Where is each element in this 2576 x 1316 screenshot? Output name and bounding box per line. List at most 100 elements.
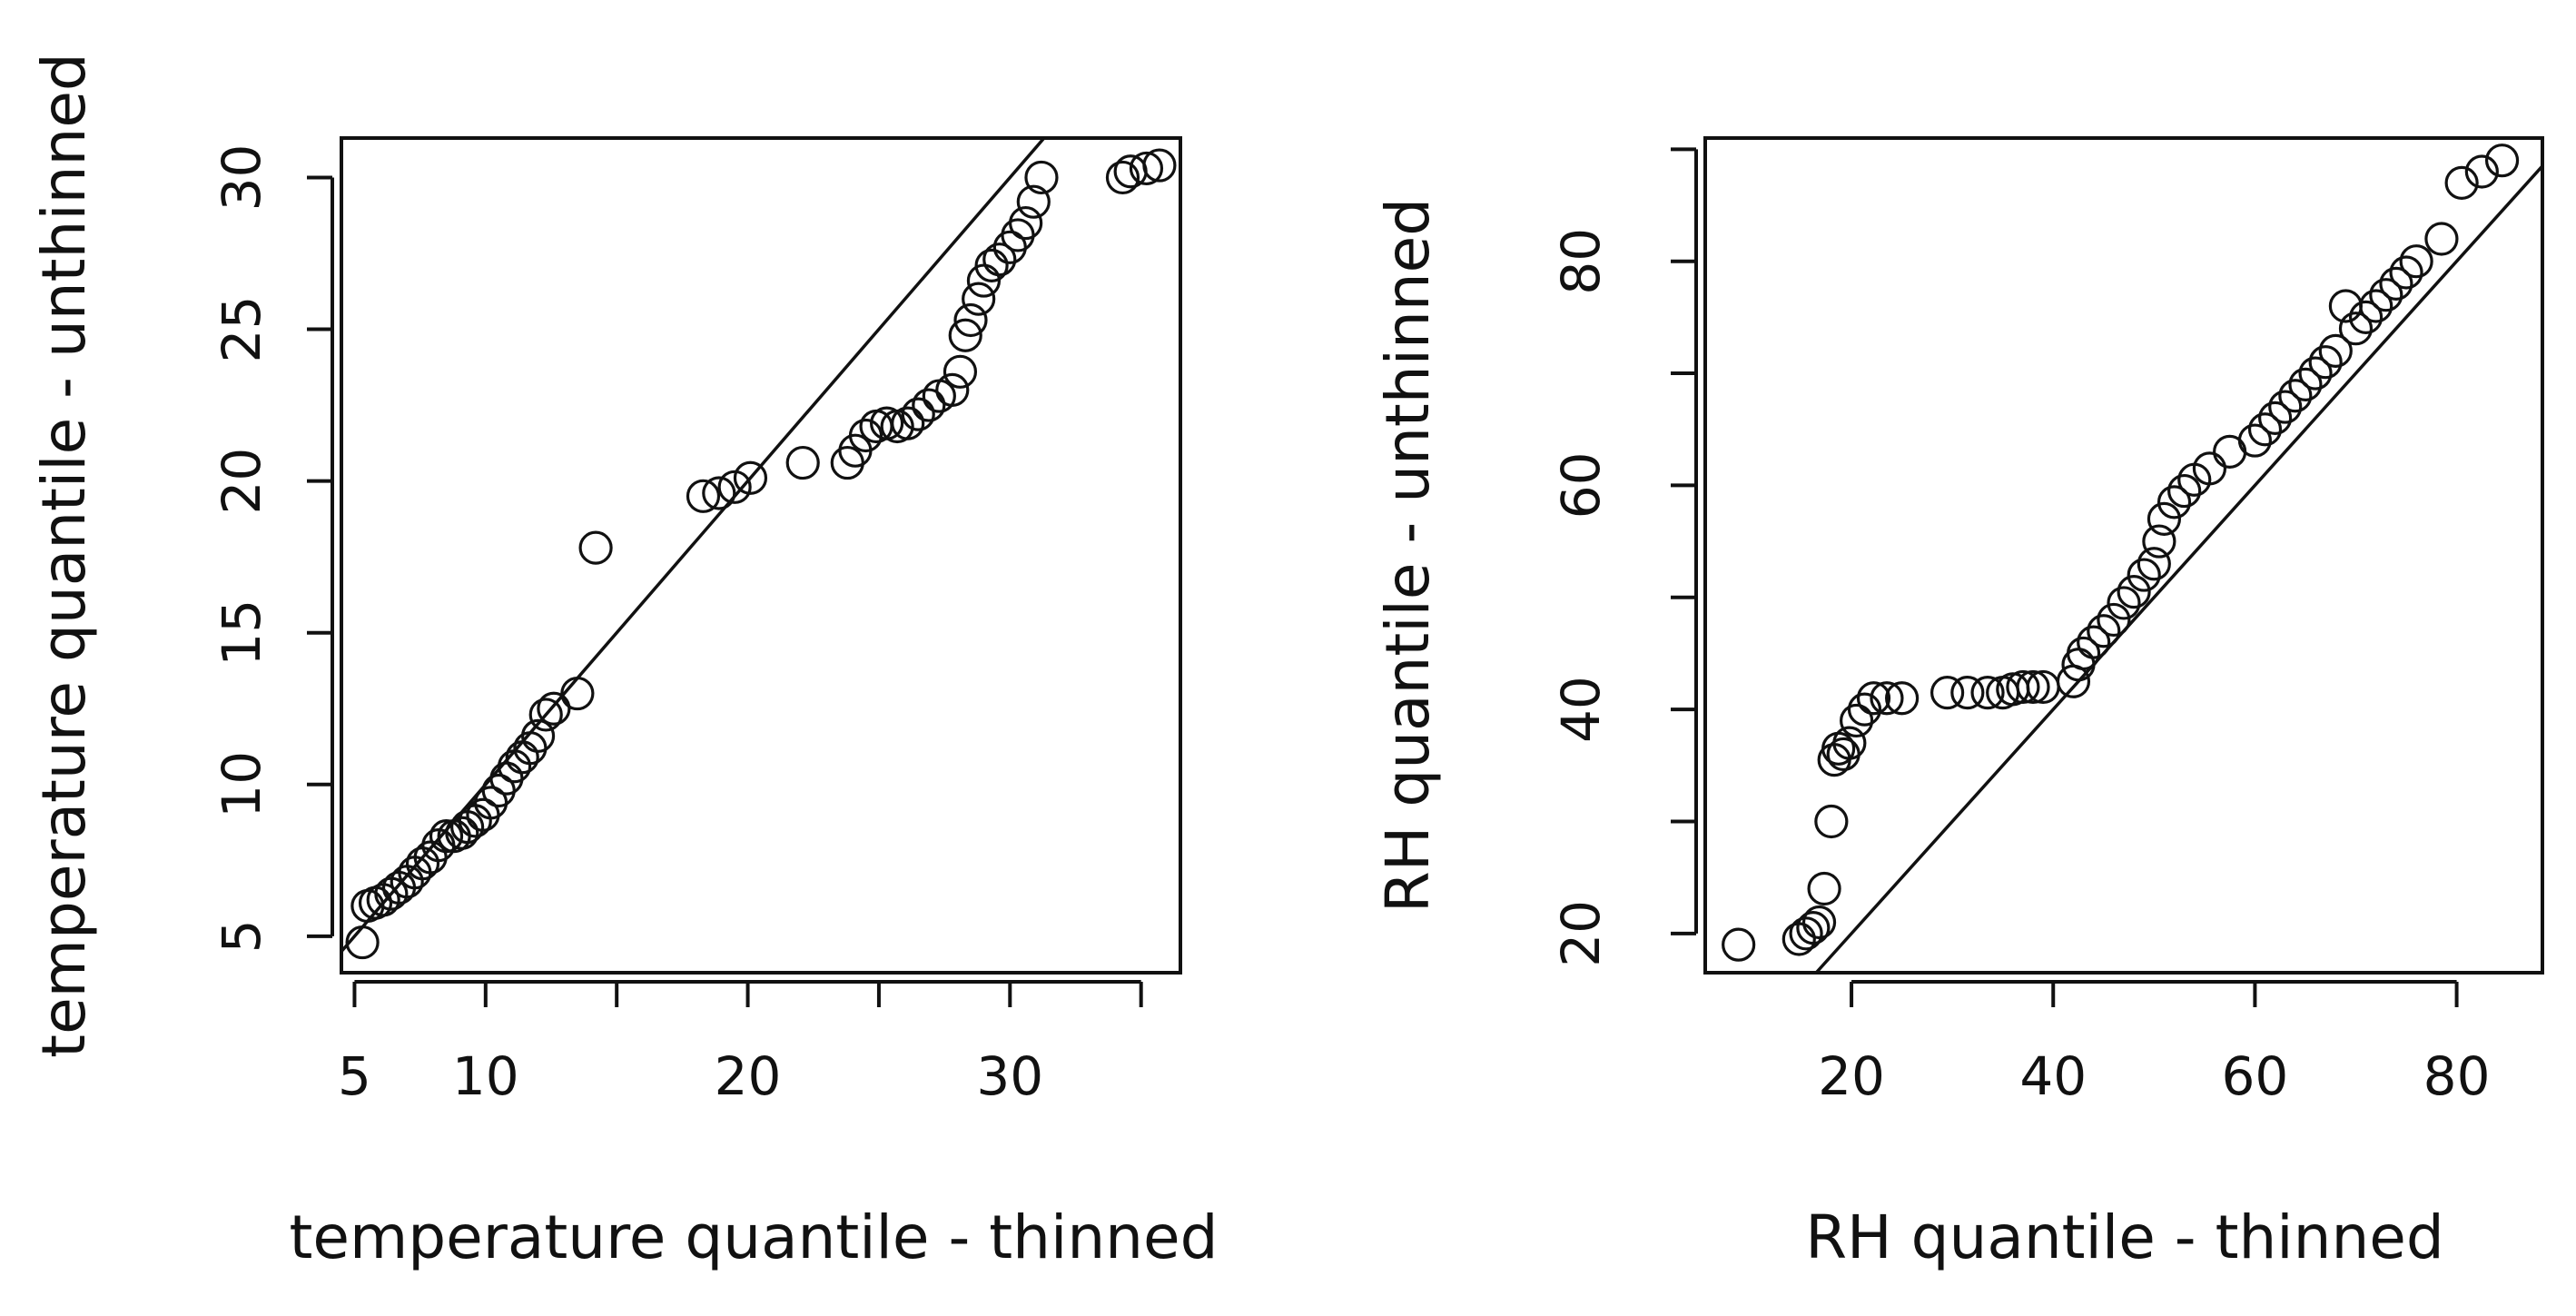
data-point [1814,804,1849,839]
data-point [1722,927,1756,962]
data-point [1105,160,1140,195]
data-point [848,418,883,453]
data-point [505,740,539,775]
data-point [1796,911,1831,945]
data-point [560,676,595,711]
plot-frame [1703,136,2544,975]
data-point [458,804,492,838]
data-point [2484,143,2520,178]
data-point [429,819,464,854]
data-point [1930,676,1965,710]
data-point [1142,148,1177,183]
data-point [1856,681,1891,716]
data-point [2278,379,2313,413]
y-tick-label: 10 [211,751,272,818]
data-point [785,445,820,480]
data-point [2369,278,2403,312]
data-point [702,476,736,510]
data-point [2288,367,2323,401]
data-point [2107,586,2141,620]
data-point [1847,692,1882,727]
data-point [1789,916,1823,951]
y-tick-label: 5 [211,919,272,953]
y-axis-title: temperature quantile - unthinned [29,53,99,1058]
data-point [2087,614,2121,648]
data-point [1129,151,1164,186]
data-point [2247,412,2283,447]
x-tick-label: 20 [715,1045,782,1107]
data-point [2359,289,2393,323]
data-point [2338,312,2374,346]
data-point [2298,356,2333,391]
data-point [1016,184,1051,219]
x-axis-title: temperature quantile - thinned [290,1202,1219,1272]
data-point [953,302,988,338]
data-point [2237,423,2273,458]
x-tick-label: 30 [976,1045,1043,1107]
data-point [1801,905,1837,940]
data-point [2127,558,2161,592]
data-point [2117,574,2151,609]
x-tick-label: 5 [338,1045,371,1107]
data-point [2157,485,2192,519]
data-point [537,691,571,726]
data-point [2137,547,2171,581]
data-point [2464,154,2499,189]
plot-frame [340,136,1182,975]
data-point [935,372,970,407]
x-axis-title: RH quantile - thinned [1805,1202,2444,1272]
y-tick-label: 60 [1550,451,1612,519]
data-point [2077,625,2111,659]
data-point [2268,390,2303,424]
data-point [2167,473,2202,509]
y-tick-label: 15 [211,599,272,667]
x-tick-label: 10 [452,1045,519,1107]
data-point [520,718,556,753]
data-point [901,397,935,431]
data-point [2349,300,2384,334]
data-point [2016,669,2050,705]
data-point [2308,345,2343,380]
data-point [962,282,996,316]
data-point [974,248,1009,282]
data-point [686,479,721,513]
x-tick-label: 80 [2423,1045,2491,1107]
data-point [2399,244,2433,279]
data-point [2379,266,2413,301]
temperature-qq-plot: 5 10 20 30 5 10 15 20 25 30 temperature quantile -… [29,53,1218,1272]
y-tick-label: 80 [1550,228,1612,295]
data-point [717,470,752,504]
data-point [2444,165,2479,200]
y-tick-label: 40 [1550,676,1612,743]
data-point [2389,255,2423,290]
data-point [405,846,440,881]
data-point [1950,676,1985,710]
x-tick-label: 60 [2222,1045,2289,1107]
data-point [2056,664,2091,698]
data-point [2006,669,2040,705]
data-point [445,816,479,850]
data-point [1832,726,1867,760]
data-point [891,406,925,440]
data-point [2142,524,2176,559]
y-tick-label: 25 [211,296,272,363]
data-point [1009,205,1043,241]
data-point [345,925,380,960]
data-point [2424,222,2459,256]
data-point [1840,703,1874,738]
data-point [2097,602,2131,638]
data-point [1870,681,1904,716]
data-point [982,242,1017,277]
data-point [733,460,768,495]
y-tick-label: 30 [211,144,272,212]
y-tick-label: 20 [1550,900,1612,967]
data-point [912,388,946,422]
y-tick-label: 20 [211,448,272,515]
x-tick-label: 20 [1818,1045,1885,1107]
x-tick-label: 40 [2019,1045,2087,1107]
rh-qq-plot: 20 40 60 80 20 40 60 80 RH quantile - thinned RH … [1373,136,2544,1272]
data-point [2147,501,2182,537]
data-point [578,530,613,565]
y-axis-title: RH quantile - unthinned [1373,198,1443,913]
